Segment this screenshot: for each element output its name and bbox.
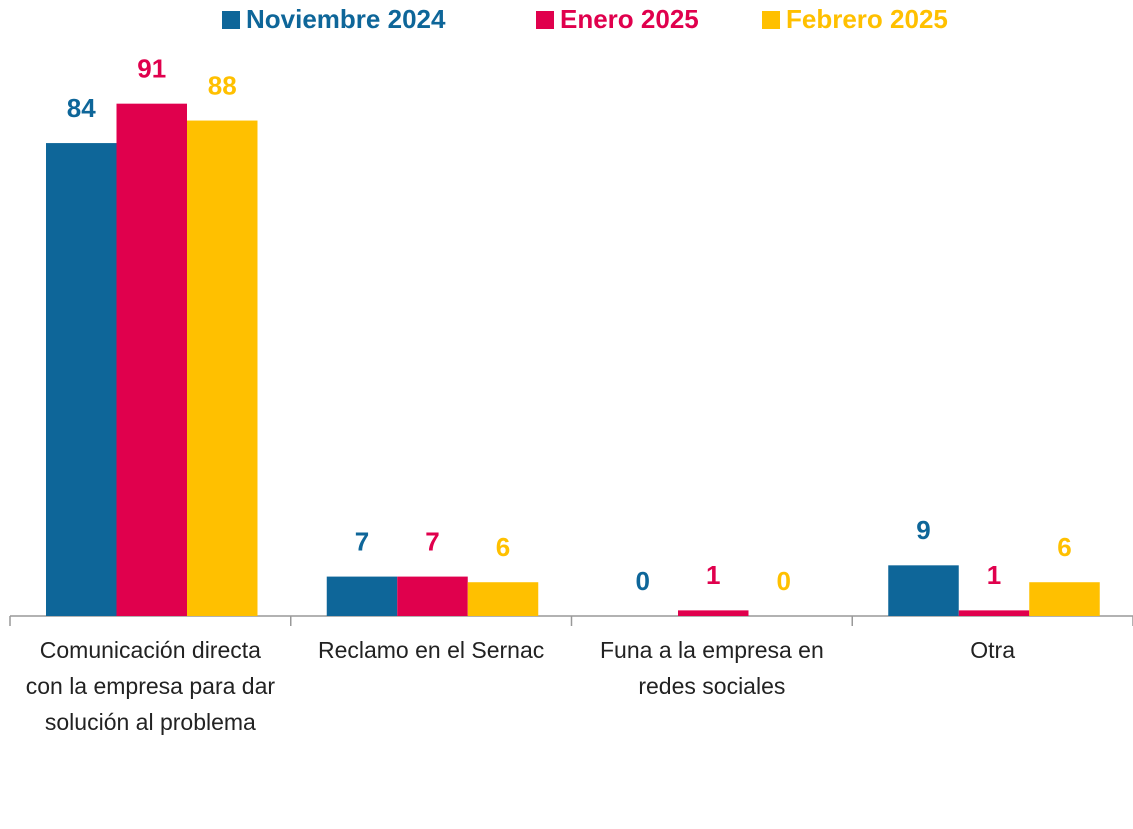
- value-label: 6: [496, 532, 510, 562]
- legend-swatch: [536, 11, 554, 29]
- x-tick-label: Comunicación directa con la empresa para…: [25, 637, 276, 735]
- legend-label: Noviembre 2024: [246, 4, 446, 34]
- value-label: 1: [706, 560, 720, 590]
- value-label: 0: [636, 566, 650, 596]
- bar: [1029, 582, 1100, 616]
- legend-swatch: [762, 11, 780, 29]
- value-label: 0: [777, 566, 791, 596]
- x-tick-label: Funa a la empresa en redes sociales: [600, 637, 824, 699]
- bar: [116, 103, 187, 617]
- x-tick-label: Otra: [970, 637, 1015, 663]
- value-label: 7: [425, 526, 439, 556]
- value-label: 1: [987, 560, 1001, 590]
- legend-label: Enero 2025: [560, 4, 699, 34]
- bar: [326, 576, 398, 616]
- bar: [678, 610, 749, 616]
- bar: [187, 120, 258, 616]
- legend-swatch: [222, 11, 240, 29]
- value-label: 9: [916, 515, 930, 545]
- x-tick-label: Reclamo en el Sernac: [317, 637, 545, 663]
- value-label: 7: [355, 526, 369, 556]
- bar: [46, 143, 117, 616]
- bar: [397, 576, 468, 616]
- value-label: 91: [137, 54, 166, 84]
- bar: [958, 610, 1030, 616]
- value-label: 88: [208, 70, 237, 100]
- value-label: 6: [1057, 532, 1071, 562]
- bar: [467, 582, 539, 616]
- bar: [888, 565, 959, 616]
- value-label: 84: [67, 93, 96, 123]
- legend-label: Febrero 2025: [786, 4, 948, 34]
